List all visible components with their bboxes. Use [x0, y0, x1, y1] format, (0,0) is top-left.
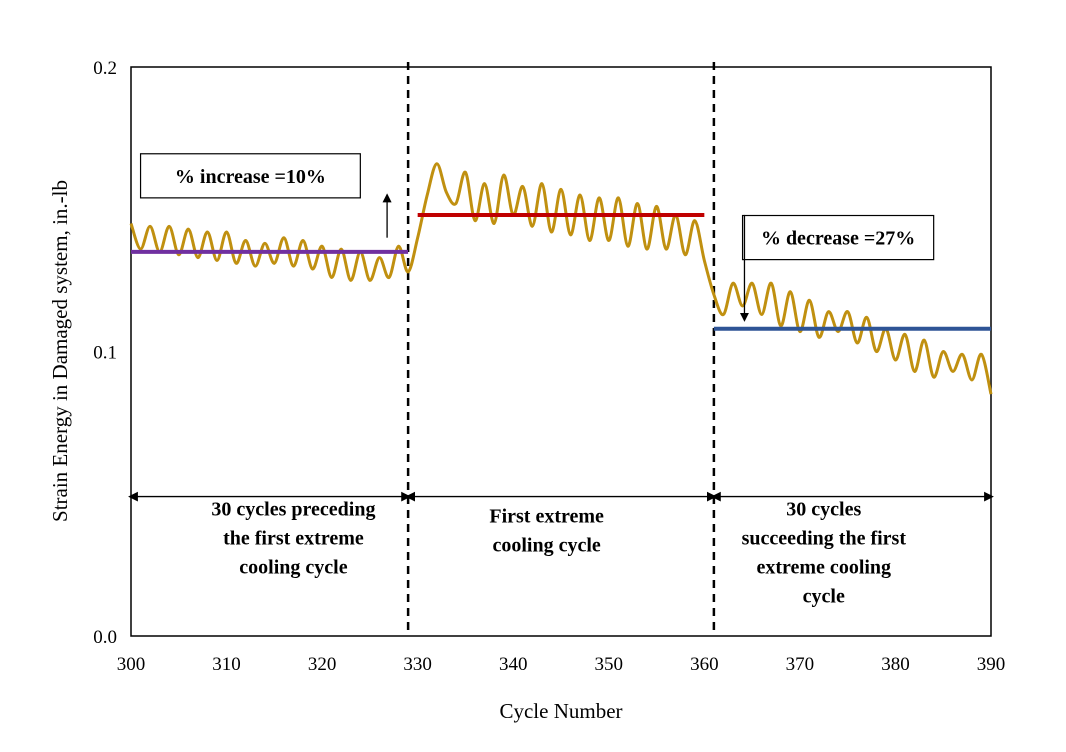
x-tick-label: 360 [690, 654, 719, 675]
x-tick-label: 350 [595, 654, 624, 675]
span-label-line: 30 cycles preceding [211, 498, 375, 520]
span-label-line: First extreme [489, 505, 604, 527]
x-tick-label: 330 [403, 654, 432, 675]
span-label-line: cycle [803, 585, 845, 607]
x-tick-label: 390 [977, 654, 1006, 675]
span-label-line: 30 cycles [786, 498, 861, 520]
span-label: First extreme cooling cycle [489, 505, 604, 556]
span-label-line: succeeding the first [742, 527, 907, 549]
span-label-line: extreme cooling [756, 556, 891, 578]
span-label-line: cooling cycle [493, 534, 601, 556]
x-tick-label: 340 [499, 654, 528, 675]
x-tick-label: 320 [308, 654, 337, 675]
annotation-box [139, 153, 361, 199]
plot-frame [130, 66, 992, 637]
y-axis-title: Strain Energy in Damaged system, in.-lb [48, 180, 72, 522]
annotation-box [741, 214, 935, 261]
decrease-label: % decrease =27% [761, 228, 915, 250]
x-tick-label: 310 [212, 654, 241, 675]
y-tick-label: 0.2 [93, 58, 117, 79]
increase-label: % increase =10% [175, 166, 326, 188]
x-tick-label: 300 [117, 654, 146, 675]
span-label: 30 cycles succeeding the first extreme coo… [742, 498, 907, 607]
span-label: 30 cycles preceding the first extreme cool… [211, 498, 375, 578]
span-label-line: cooling cycle [239, 556, 347, 578]
y-tick-label: 0.1 [93, 343, 117, 364]
y-tick-label: 0.0 [93, 627, 117, 648]
x-axis-title: Cycle Number [499, 699, 622, 723]
x-tick-label: 370 [786, 654, 815, 675]
strain-energy-series-line [129, 162, 993, 395]
x-tick-label: 380 [881, 654, 910, 675]
span-label-line: the first extreme [223, 527, 364, 549]
